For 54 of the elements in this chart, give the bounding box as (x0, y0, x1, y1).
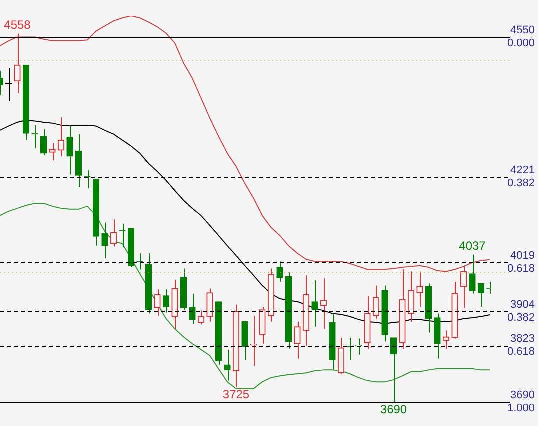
candlestick (32, 124, 38, 149)
candlestick (320, 278, 328, 330)
candlestick (469, 254, 476, 294)
ref-line-label: 3823 0.618 (507, 333, 535, 358)
candlestick (390, 338, 398, 402)
candlestick (232, 304, 240, 388)
candlestick (75, 134, 82, 188)
candlestick (66, 124, 74, 176)
candlestick (434, 313, 441, 360)
candlestick (206, 288, 214, 322)
candlestick (162, 289, 170, 314)
candlestick (180, 268, 188, 310)
candlestick (172, 279, 178, 330)
annotation: 3690 (380, 402, 408, 416)
candlestick (198, 310, 205, 326)
candlestick (364, 295, 371, 350)
candlestick (408, 271, 415, 322)
candlestick (372, 285, 380, 320)
candlestick (84, 170, 91, 190)
ref-line-label: 4019 0.618 (507, 250, 535, 275)
annotation: 3725 (222, 387, 250, 402)
annotation: 4037 (459, 239, 486, 254)
candlestick (302, 275, 310, 347)
candlestick (224, 349, 231, 382)
candlestick (329, 313, 336, 371)
candlestick (242, 320, 248, 361)
candlestick (452, 281, 458, 340)
candlestick (22, 64, 30, 141)
annotation: 4558 (4, 18, 32, 32)
candlestick (285, 272, 292, 350)
candlestick (102, 222, 108, 260)
candlestick (215, 302, 222, 366)
candlestick (250, 315, 258, 366)
ref-line-label: 4221 0.382 (507, 164, 535, 190)
candlestick (189, 293, 196, 324)
candlestick (40, 128, 48, 156)
candlestick (338, 337, 345, 375)
candlestick (14, 33, 21, 94)
candlestick (382, 285, 388, 342)
candlestick (399, 269, 406, 350)
candlestick (110, 219, 118, 248)
candlestick (154, 289, 161, 316)
ref-line-label: 3690 1.000 (507, 390, 535, 415)
candlestick (259, 306, 266, 344)
candlestick (416, 271, 424, 308)
ref-line-label: 4550 0.000 (507, 24, 535, 50)
candlestick (425, 283, 432, 334)
candlestick (312, 280, 318, 328)
ref-line-label: 3904 0.382 (507, 298, 535, 324)
candlestick (49, 142, 56, 162)
candlestick (460, 265, 468, 308)
candlestick (268, 268, 275, 322)
candlestick (145, 253, 152, 314)
candlestick (294, 321, 301, 360)
